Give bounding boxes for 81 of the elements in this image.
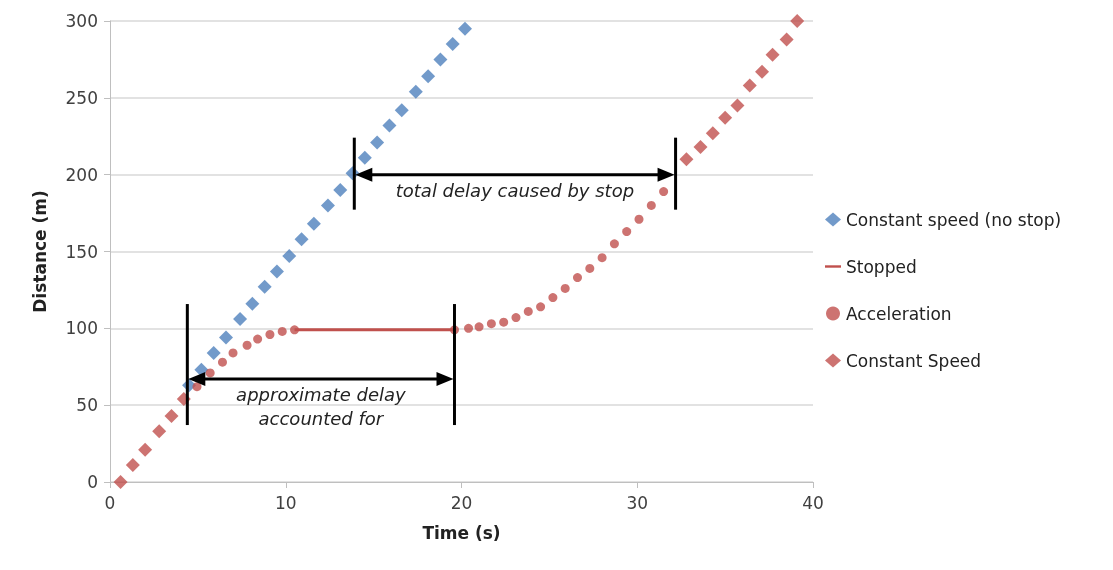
point bbox=[536, 302, 546, 312]
point bbox=[486, 319, 496, 329]
x-tick-label: 30 bbox=[626, 492, 649, 513]
point bbox=[113, 475, 128, 489]
point bbox=[765, 47, 780, 62]
x-tick-label: 40 bbox=[802, 492, 824, 513]
point bbox=[445, 37, 460, 52]
point bbox=[370, 135, 385, 150]
x-axis-title: Time (s) bbox=[422, 522, 501, 543]
point bbox=[277, 326, 287, 336]
point bbox=[474, 322, 484, 332]
point bbox=[228, 348, 238, 358]
point bbox=[294, 232, 309, 247]
point bbox=[597, 253, 607, 263]
x-tick-label: 20 bbox=[450, 492, 473, 513]
point bbox=[152, 424, 167, 439]
point bbox=[755, 64, 770, 79]
point bbox=[125, 458, 140, 473]
point bbox=[320, 198, 335, 213]
point bbox=[622, 227, 632, 237]
point bbox=[646, 200, 656, 210]
y-tick-label: 100 bbox=[65, 318, 98, 339]
point bbox=[257, 279, 272, 294]
point bbox=[679, 152, 694, 167]
y-tick-label: 200 bbox=[65, 164, 98, 185]
y-tick-label: 0 bbox=[87, 472, 98, 492]
legend-label: Stopped bbox=[846, 256, 917, 277]
point bbox=[523, 306, 533, 316]
point bbox=[718, 110, 733, 125]
point bbox=[253, 334, 263, 344]
point bbox=[433, 52, 448, 67]
x-tick-label: 0 bbox=[104, 492, 116, 513]
point bbox=[609, 239, 619, 249]
point bbox=[705, 126, 720, 141]
point bbox=[499, 317, 509, 327]
point bbox=[217, 357, 227, 367]
point bbox=[269, 264, 284, 279]
point bbox=[634, 214, 644, 224]
legend-label: Acceleration bbox=[846, 303, 952, 324]
y-axis-title: Distance (m) bbox=[29, 190, 50, 313]
point bbox=[548, 293, 558, 303]
point bbox=[779, 32, 794, 47]
point bbox=[245, 296, 260, 311]
point bbox=[421, 69, 436, 84]
legend-label: Constant Speed bbox=[846, 350, 982, 371]
point bbox=[206, 345, 221, 360]
point bbox=[282, 249, 297, 264]
point bbox=[192, 382, 202, 392]
y-tick-label: 50 bbox=[76, 395, 98, 416]
point bbox=[573, 273, 582, 283]
x-tick-label: 10 bbox=[274, 492, 297, 513]
point bbox=[730, 98, 745, 113]
point bbox=[408, 84, 423, 99]
annotation: total delay caused by stop bbox=[394, 178, 636, 203]
y-tick-label: 250 bbox=[65, 87, 98, 108]
point bbox=[218, 330, 233, 345]
point bbox=[693, 140, 708, 155]
legend-label: Constant speed (no stop) bbox=[846, 209, 1062, 230]
point bbox=[382, 118, 397, 133]
point bbox=[233, 312, 248, 327]
point bbox=[333, 183, 348, 198]
point bbox=[394, 103, 409, 118]
point bbox=[265, 329, 275, 339]
point bbox=[560, 283, 570, 293]
point bbox=[306, 216, 321, 231]
point bbox=[138, 442, 153, 457]
annotation: approximate delay accounted for bbox=[235, 383, 407, 432]
y-tick-label: 150 bbox=[65, 241, 98, 262]
point bbox=[790, 14, 805, 28]
point bbox=[742, 78, 757, 93]
point bbox=[242, 340, 252, 350]
point bbox=[164, 408, 179, 423]
point bbox=[357, 150, 372, 165]
point bbox=[458, 21, 473, 36]
point bbox=[464, 323, 474, 333]
point bbox=[585, 263, 595, 273]
point bbox=[205, 368, 215, 378]
point bbox=[659, 187, 669, 197]
y-tick-label: 300 bbox=[65, 11, 98, 31]
point bbox=[511, 313, 521, 323]
point bbox=[290, 325, 300, 335]
